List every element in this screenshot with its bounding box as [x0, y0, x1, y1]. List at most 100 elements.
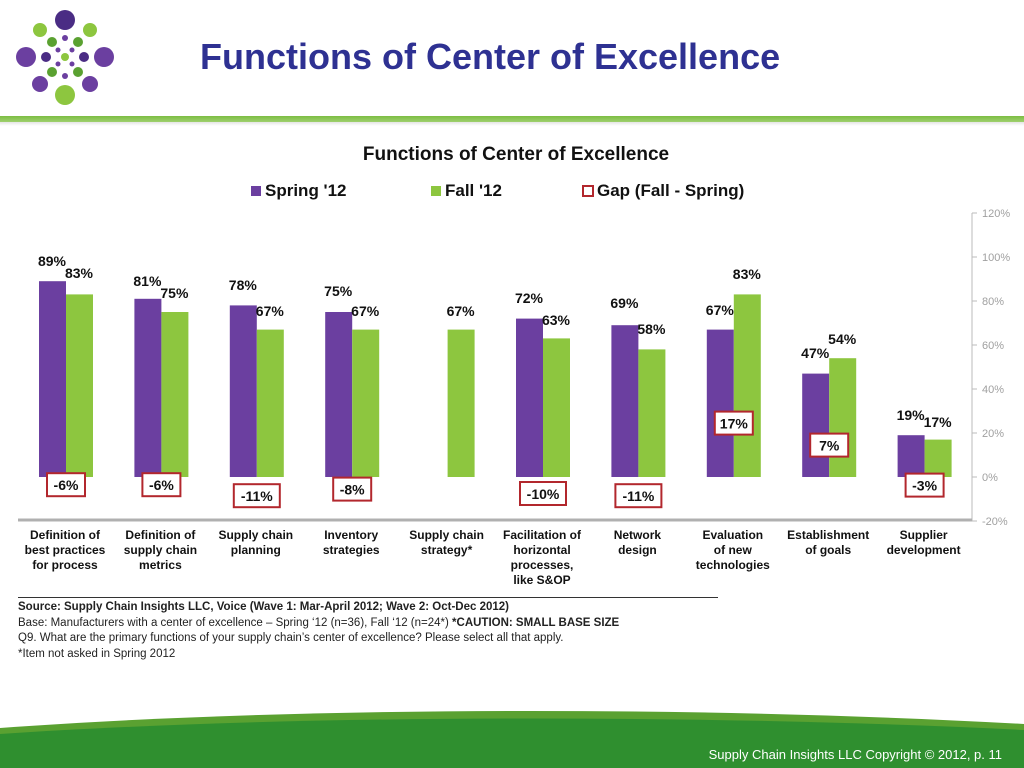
data-label-fall: 83% [65, 265, 94, 281]
data-label-spring: 72% [515, 290, 544, 306]
category-label: strategy* [421, 543, 473, 557]
source-line: Source: Supply Chain Insights LLC, Voice… [18, 601, 510, 613]
category-label: Supply chain [218, 528, 293, 542]
category-label: metrics [139, 558, 182, 572]
bar-chart: Functions of Center of Excellence Spring … [18, 144, 1010, 587]
chart-title: Functions of Center of Excellence [363, 144, 669, 165]
category-label: Network [614, 528, 662, 542]
gap-box [332, 476, 373, 502]
gap-box [713, 410, 754, 436]
gap-label: -10% [527, 486, 560, 502]
bar-fall [256, 329, 284, 477]
bar-fall [924, 439, 952, 477]
category-label: Evaluation [702, 528, 763, 542]
data-label-fall: 58% [637, 321, 666, 337]
bar-spring [134, 298, 162, 477]
bar-fall [543, 338, 570, 477]
gap-box [46, 472, 86, 498]
y-tick-label: -20% [982, 516, 1008, 528]
legend-label-spring: Spring '12 [265, 181, 347, 200]
footer-band [0, 710, 1024, 768]
bar-fall [161, 312, 189, 477]
data-label-spring: 81% [133, 273, 162, 289]
category-label: Supplier [900, 528, 948, 542]
legend-swatch-gap [582, 185, 594, 197]
header-divider [0, 116, 1024, 122]
category-label: Definition of [30, 528, 101, 542]
y-tick-label: 40% [982, 384, 1004, 396]
copyright-text: Supply Chain Insights LLC Copyright © 20… [708, 747, 1002, 762]
gap-label: 7% [819, 438, 840, 454]
bar-spring [325, 312, 353, 477]
gap-label: 17% [720, 416, 749, 432]
gap-box [614, 483, 663, 509]
y-tick-label: 60% [982, 340, 1004, 352]
data-label-fall: 63% [542, 312, 571, 328]
data-label-fall: 67% [351, 303, 380, 319]
bar-fall [638, 349, 666, 477]
bar-fall [829, 358, 857, 477]
slide-title: Functions of Center of Excellence [200, 36, 781, 77]
gap-box [232, 483, 281, 509]
bar-spring [897, 435, 925, 477]
category-label: planning [231, 543, 281, 557]
legend-label-gap: Gap (Fall - Spring) [597, 181, 744, 200]
bar-spring [706, 329, 734, 477]
gap-label: -8% [340, 482, 365, 498]
header-divider-shadow [0, 122, 1024, 126]
category-label: best practices [25, 543, 106, 557]
footnote-line: *Item not asked in Spring 2012 [18, 647, 176, 660]
y-tick-label: 0% [982, 472, 998, 484]
category-label: of goals [805, 543, 851, 557]
base-text: Base: Manufacturers with a center of exc… [18, 616, 453, 629]
data-label-spring: 75% [324, 283, 353, 299]
category-label: supply chain [124, 543, 197, 557]
category-label: of new [714, 543, 753, 557]
y-tick-label: 20% [982, 428, 1004, 440]
category-label: development [887, 543, 961, 557]
data-label-fall: 54% [828, 331, 857, 347]
gap-label: -11% [622, 488, 654, 504]
bar-spring [802, 373, 830, 477]
category-label: strategies [323, 543, 380, 557]
data-label-spring: 89% [38, 253, 67, 269]
category-label: Facilitation of [503, 528, 582, 542]
gap-box [904, 472, 945, 498]
bar-spring [611, 325, 639, 477]
data-label-spring: 67% [706, 302, 735, 318]
legend-label-fall: Fall '12 [445, 181, 502, 200]
gap-box [519, 481, 567, 506]
y-tick-label: 120% [982, 208, 1010, 220]
gap-label: -3% [912, 478, 937, 494]
bar-fall [66, 294, 93, 477]
y-tick-label: 100% [982, 252, 1010, 264]
data-label-spring: 47% [801, 345, 830, 361]
y-tick-label: 80% [982, 296, 1004, 308]
data-label-fall: 83% [733, 266, 762, 282]
data-label-spring: 19% [897, 407, 926, 423]
bar-fall [447, 329, 475, 477]
bar-fall [352, 329, 380, 477]
gap-label: -11% [241, 488, 273, 504]
data-label-fall: 17% [924, 414, 953, 430]
category-label: design [618, 543, 657, 557]
gap-label: -6% [54, 477, 79, 493]
data-label-fall: 67% [256, 303, 285, 319]
category-label: like S&OP [513, 573, 570, 587]
data-label-fall: 75% [160, 285, 189, 301]
company-logo [16, 10, 114, 105]
data-label-spring: 69% [610, 295, 639, 311]
data-label-fall: 67% [447, 303, 476, 319]
category-label: horizontal [513, 543, 570, 557]
base-line: Base: Manufacturers with a center of exc… [18, 616, 718, 632]
gap-label: -6% [149, 477, 174, 493]
question-line: Q9. What are the primary functions of yo… [18, 632, 564, 644]
bar-spring [39, 281, 66, 477]
category-label: processes, [511, 558, 574, 572]
category-label: for process [32, 558, 98, 572]
caution-text: *CAUTION: SMALL BASE SIZE [452, 616, 620, 629]
source-notes: Source: Supply Chain Insights LLC, Voice… [18, 597, 718, 662]
category-label: Inventory [324, 528, 378, 542]
gap-box [141, 472, 182, 498]
bar-spring [229, 305, 257, 477]
